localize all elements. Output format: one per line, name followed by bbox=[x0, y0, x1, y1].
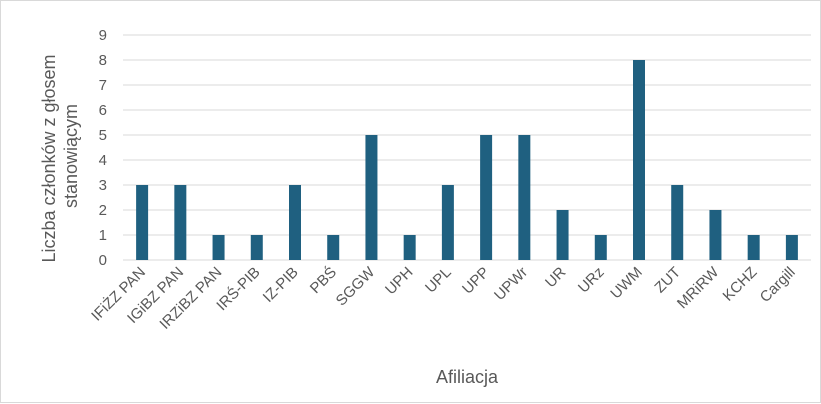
x-tick-label: URz bbox=[575, 264, 608, 297]
bar-urz bbox=[594, 235, 607, 260]
y-axis-title-line-1: Liczba członków z głosem bbox=[39, 54, 59, 262]
y-tick-label: 0 bbox=[99, 252, 107, 269]
bar-upp bbox=[480, 135, 493, 260]
x-tick-label: UPP bbox=[459, 264, 493, 298]
bar-upl bbox=[441, 185, 454, 260]
bar-ifi-z-pan bbox=[136, 185, 149, 260]
bars bbox=[136, 60, 798, 260]
bar-ir-pib bbox=[250, 235, 263, 260]
bar-iz-pib bbox=[289, 185, 301, 260]
bar-irzibz-pan bbox=[212, 235, 225, 260]
bar-uwm bbox=[633, 60, 645, 260]
y-tick-label: 4 bbox=[99, 152, 107, 169]
y-axis-title: Liczba członków z głosem stanowiącym bbox=[39, 49, 81, 262]
bar-ur bbox=[556, 210, 569, 260]
y-tick-label: 6 bbox=[99, 102, 107, 119]
y-tick-label: 8 bbox=[99, 52, 107, 69]
x-tick-label: UPH bbox=[382, 264, 416, 298]
y-tick-label: 3 bbox=[99, 177, 107, 194]
y-tick-label: 5 bbox=[99, 127, 107, 144]
y-axis-ticks: 0 1 2 3 4 5 6 7 8 9 bbox=[99, 27, 107, 269]
y-tick-label: 7 bbox=[99, 77, 107, 94]
y-tick-label: 9 bbox=[99, 27, 107, 44]
bar-kchz bbox=[747, 235, 760, 260]
bar-cargill bbox=[785, 235, 798, 260]
x-tick-label: UR bbox=[542, 264, 569, 291]
x-tick-label: UWM bbox=[607, 264, 646, 303]
bar-igibz-pan bbox=[174, 185, 187, 260]
x-tick-label: MRiRW bbox=[674, 263, 723, 312]
gridlines bbox=[123, 34, 811, 261]
x-tick-label: UPWr bbox=[491, 264, 531, 304]
x-axis-title: Afiliacja bbox=[436, 367, 499, 387]
x-tick-label: KCHZ bbox=[720, 264, 761, 305]
x-tick-label: IZ-PIB bbox=[260, 264, 302, 306]
y-axis-title-line-2: stanowiącym bbox=[61, 104, 81, 208]
y-tick-label: 1 bbox=[99, 227, 107, 244]
bar-sggw bbox=[365, 135, 378, 260]
bar-uph bbox=[403, 235, 416, 260]
x-tick-label: Cargill bbox=[757, 264, 799, 306]
x-tick-label: ZUT bbox=[651, 264, 684, 297]
y-tick-label: 2 bbox=[99, 202, 107, 219]
bar-pb- bbox=[327, 235, 340, 260]
x-tick-label: UPL bbox=[422, 264, 455, 297]
bar-mrirw bbox=[709, 210, 722, 260]
x-tick-label: PBŚ bbox=[306, 263, 340, 297]
bar-upwr bbox=[518, 135, 531, 260]
bar-zut bbox=[671, 185, 684, 260]
x-tick-label: SGGW bbox=[333, 263, 379, 309]
